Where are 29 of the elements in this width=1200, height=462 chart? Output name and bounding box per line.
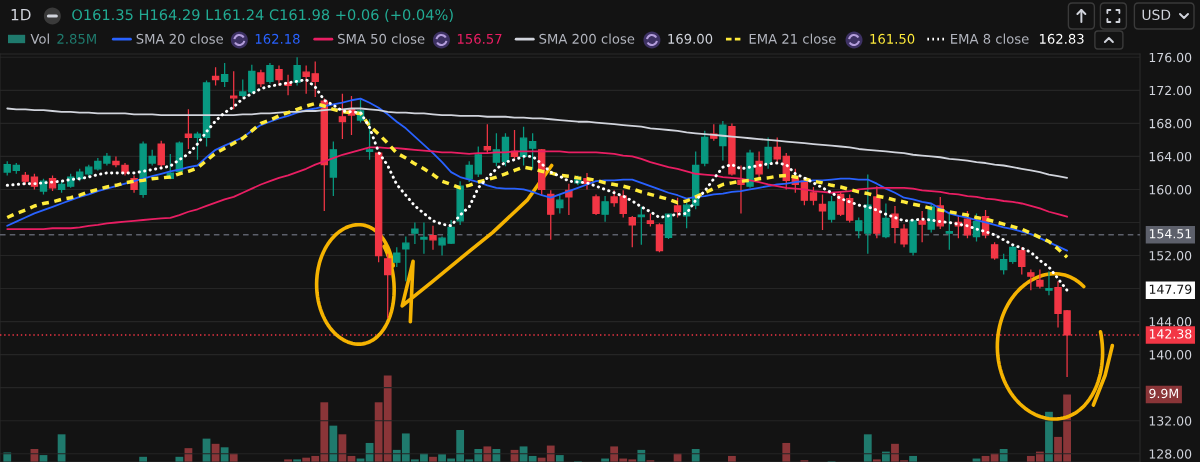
chart-subtitle: O161.35 H164.29 L161.24 C161.98 +0.06 (+0.04%) <box>72 8 453 22</box>
text: 161.50 <box>870 33 915 44</box>
text: USD <box>1142 9 1171 21</box>
y-tick-label: 164.00 <box>1149 151 1192 162</box>
legend-label: SMA 20 close <box>136 33 223 44</box>
text: 169.00 <box>668 33 713 44</box>
y-tick-label: 132.00 <box>1149 416 1192 426</box>
y-tick-label: 140.00 <box>1149 350 1192 360</box>
legend-label: Vol <box>30 33 49 44</box>
text: 9.9M <box>1149 388 1178 399</box>
ref-line-label: 142.38 <box>1149 329 1192 339</box>
y-tick-label: 168.00 <box>1149 118 1192 129</box>
legend-label: SMA 50 close <box>338 33 425 44</box>
ref-line-label: 154.51 <box>1149 229 1192 239</box>
y-tick-label: 144.00 <box>1149 317 1192 327</box>
y-tick-label: 128.00 <box>1149 449 1192 459</box>
y-tick-label: 172.00 <box>1149 85 1192 96</box>
legend-label: EMA 8 close <box>951 33 1029 44</box>
text: 162.83 <box>1039 33 1084 44</box>
text: 156.57 <box>457 33 502 44</box>
legend-label: EMA 21 close <box>749 33 836 44</box>
text: 162.18 <box>255 33 300 44</box>
y-tick-label: 152.00 <box>1149 250 1192 261</box>
text: 147.79 <box>1149 284 1192 294</box>
legend-label: SMA 200 close <box>539 33 635 44</box>
y-tick-label: 160.00 <box>1149 184 1192 195</box>
chart-title: 1D <box>11 9 31 21</box>
y-tick-label: 176.00 <box>1149 52 1192 63</box>
text: 2.85M <box>57 33 96 44</box>
